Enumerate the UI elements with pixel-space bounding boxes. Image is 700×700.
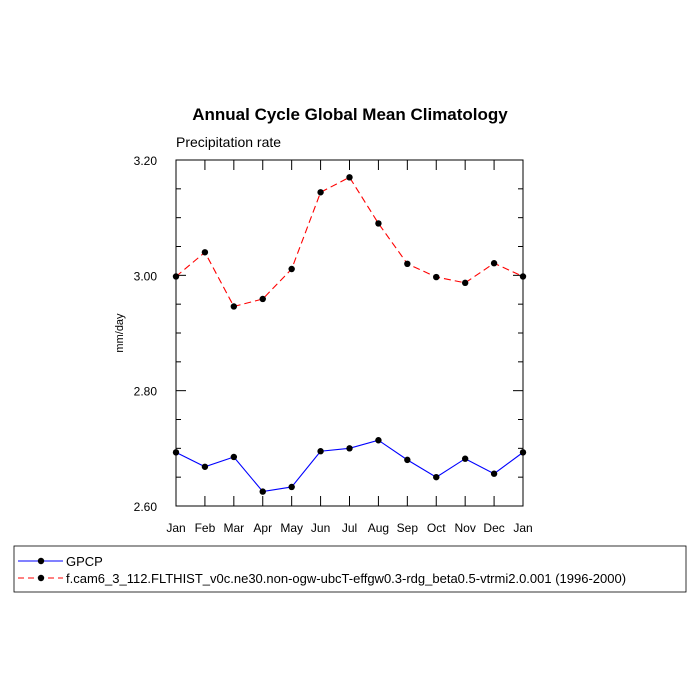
axis-ticks (175, 159, 524, 507)
x-tick-label: Jun (311, 521, 330, 535)
data-point-1 (490, 260, 498, 267)
y-tick-label: 2.60 (134, 500, 158, 514)
chart-subtitle: Precipitation rate (176, 134, 281, 150)
legend-box (13, 545, 687, 593)
legend-marker-gpcp (37, 557, 45, 565)
data-point-0 (288, 483, 295, 491)
x-tick-label: Aug (368, 521, 389, 535)
x-tick-label: Nov (454, 521, 475, 535)
data-point-1 (172, 273, 180, 280)
data-point-1 (433, 273, 440, 281)
y-tick-label: 3.20 (134, 154, 158, 168)
y-axis-label: mm/day (114, 313, 126, 353)
data-point-1 (288, 265, 295, 273)
x-tick-label: Mar (223, 521, 244, 535)
data-point-0 (490, 470, 498, 477)
data-point-1 (230, 303, 238, 310)
x-tick-label: Jan (513, 521, 532, 535)
data-point-0 (259, 488, 266, 495)
x-tick-label: May (280, 521, 303, 535)
data-point-0 (230, 453, 238, 461)
x-tick-label: Sep (397, 521, 419, 535)
x-tick-label: Jul (342, 521, 357, 535)
legend-label-model: f.cam6_3_112.FLTHIST_v0c.ne30.non-ogw-ub… (66, 571, 626, 586)
chart-title: Annual Cycle Global Mean Climatology (192, 105, 508, 124)
x-tick-label: Dec (483, 521, 504, 535)
series-lines (172, 174, 527, 495)
x-tick-label: Feb (195, 521, 216, 535)
y-tick-label: 2.80 (134, 385, 158, 399)
x-tick-labels: Jan Feb Mar Apr May Jun Jul Aug Sep Oct Nov Dec Jan (166, 521, 532, 535)
data-point-0 (519, 449, 527, 456)
y-tick-label: 3.00 (134, 269, 158, 283)
legend-marker-model (37, 574, 45, 582)
x-tick-label: Apr (253, 521, 272, 535)
data-point-1 (461, 279, 469, 287)
x-tick-label: Oct (427, 521, 446, 535)
data-point-1 (201, 249, 209, 256)
data-point-1 (317, 189, 324, 196)
data-point-1 (375, 220, 382, 227)
data-point-0 (317, 448, 324, 455)
data-point-0 (172, 449, 180, 456)
data-point-0 (201, 463, 209, 470)
data-point-0 (461, 455, 469, 462)
data-point-1 (404, 260, 411, 267)
legend-label-gpcp: GPCP (66, 554, 103, 569)
data-point-1 (519, 273, 527, 280)
data-point-0 (375, 437, 382, 444)
data-point-0 (346, 445, 353, 452)
y-tick-labels: 2.60 2.80 3.00 3.20 (134, 154, 158, 514)
x-tick-label: Jan (166, 521, 185, 535)
data-point-1 (259, 295, 266, 303)
legend: GPCP f.cam6_3_112.FLTHIST_v0c.ne30.non-o… (13, 545, 687, 593)
series-line-1 (175, 176, 524, 308)
data-point-1 (346, 174, 353, 181)
plot-frame (175, 159, 524, 507)
data-point-0 (404, 456, 411, 464)
data-point-0 (433, 473, 440, 481)
